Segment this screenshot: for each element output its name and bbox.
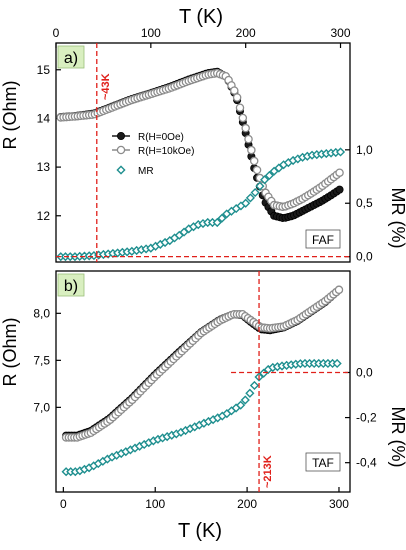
series-open-diamond xyxy=(61,358,342,477)
y-left-tick-label: 14 xyxy=(37,111,51,125)
data-point xyxy=(249,380,260,391)
data-point xyxy=(334,285,344,295)
data-point xyxy=(236,400,246,410)
y-right-tick-label: -0,4 xyxy=(356,456,377,470)
y-left-tick-label: 15 xyxy=(37,63,51,77)
series-open-circle xyxy=(61,285,344,442)
series-open-diamond xyxy=(56,147,346,262)
data-point xyxy=(245,388,255,398)
panel-a: 0 100 200 300 12 13 14 15 0,0 0,5 1,0 R (Ohm) MR (%)… xyxy=(0,26,406,264)
state-label: TAF xyxy=(312,456,334,470)
y-right-tick-label: 0,5 xyxy=(356,196,373,210)
data-point xyxy=(232,93,242,102)
legend-entry: MR xyxy=(138,166,154,177)
y-right-tick-label: 1,0 xyxy=(356,143,373,157)
legend-entry: R(H=0Oe) xyxy=(138,132,184,143)
bottom-x-axis-title: T (K) xyxy=(178,520,222,542)
data-point xyxy=(264,170,274,181)
data-point xyxy=(335,168,344,177)
state-label-box xyxy=(305,452,341,472)
data-point xyxy=(255,181,265,191)
y-right-axis-title: MR (%) xyxy=(388,407,406,468)
panel-label-box xyxy=(57,45,85,69)
temperature-annotation: ~43K xyxy=(100,73,112,100)
data-point xyxy=(245,193,256,203)
x-tick-label: 0 xyxy=(60,497,67,511)
temperature-annotation: ~213K xyxy=(262,455,274,488)
x-tick-label: 200 xyxy=(236,26,256,40)
y-left-tick-label: 12 xyxy=(37,209,51,223)
data-point xyxy=(217,213,227,223)
y-left-tick-label: 7,0 xyxy=(33,400,50,414)
legend-marker xyxy=(116,145,126,155)
data-point xyxy=(235,103,245,112)
y-right-axis-title: MR (%) xyxy=(388,188,406,249)
data-point xyxy=(247,145,256,155)
panel-label-box xyxy=(57,273,85,297)
data-point xyxy=(332,358,342,369)
legend-marker xyxy=(117,131,126,140)
series-open-circle xyxy=(56,68,344,212)
x-tick-label: 100 xyxy=(145,497,165,511)
panel-b: 0 100 200 300 7,0 7,5 8,0 0,0 -0,2 -0,4 R (Ohm) MR … xyxy=(0,270,406,511)
y-left-axis-title: R (Ohm) xyxy=(0,318,20,387)
legend-entry: R(H=10kOe) xyxy=(138,146,194,157)
panel-label: a) xyxy=(64,50,78,67)
x-tick-label: 300 xyxy=(329,497,349,511)
y-left-axis-title: R (Ohm) xyxy=(0,81,20,150)
data-point xyxy=(241,123,250,133)
data-point xyxy=(230,86,239,95)
x-tick-label: 100 xyxy=(141,26,161,40)
panel-label: b) xyxy=(64,278,78,295)
y-right-tick-label: 0,0 xyxy=(356,250,373,264)
y-left-tick-label: 7,5 xyxy=(33,353,50,367)
legend-marker xyxy=(116,165,126,175)
x-tick-label: 200 xyxy=(237,497,257,511)
data-point xyxy=(260,175,270,185)
plot-frame xyxy=(55,42,351,263)
data-point xyxy=(252,165,262,175)
y-right-tick-label: -0,2 xyxy=(356,411,377,425)
data-point xyxy=(249,156,259,166)
data-point xyxy=(335,147,346,157)
x-tick-label: 0 xyxy=(53,26,60,40)
legend: R(H=0Oe) R(H=10kOe) MR xyxy=(112,131,194,177)
y-right-tick-label: 0,0 xyxy=(356,365,373,379)
top-x-axis-title: T (K) xyxy=(179,6,223,28)
x-tick-label: 300 xyxy=(331,26,351,40)
data-point xyxy=(244,134,253,144)
y-left-tick-label: 8,0 xyxy=(33,306,50,320)
data-point xyxy=(250,187,260,198)
plot-frame xyxy=(55,270,351,493)
data-point xyxy=(241,198,251,208)
data-point xyxy=(240,395,250,405)
data-point xyxy=(212,217,222,228)
data-point xyxy=(335,185,344,194)
state-label: FAF xyxy=(312,233,334,247)
state-label-box xyxy=(305,229,341,249)
data-point xyxy=(238,113,248,123)
y-left-tick-label: 13 xyxy=(37,160,51,174)
